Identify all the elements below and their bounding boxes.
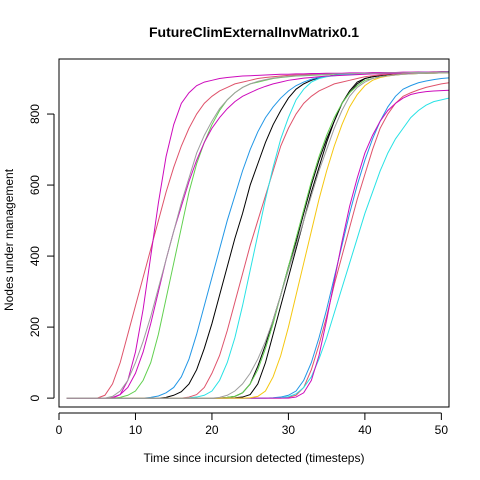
x-tick-label: 0 xyxy=(56,423,63,437)
series-layer xyxy=(66,71,450,399)
y-tick-label: 800 xyxy=(28,104,42,124)
x-tick-label: 30 xyxy=(282,423,296,437)
plot-frame xyxy=(58,58,450,408)
x-tick-label: 10 xyxy=(129,423,143,437)
y-tick-label: 0 xyxy=(28,394,42,401)
series-line-15 xyxy=(66,71,449,399)
y-tick-label: 600 xyxy=(28,175,42,195)
series-line-17 xyxy=(66,71,449,399)
x-tick-label: 20 xyxy=(205,423,219,437)
y-axis-label: Nodes under management xyxy=(2,168,16,311)
x-axis-label: Time since incursion detected (timesteps… xyxy=(144,451,365,465)
series-line-12 xyxy=(66,97,450,399)
x-tick-label: 50 xyxy=(435,423,449,437)
x-tick-label: 40 xyxy=(358,423,372,437)
y-tick-label: 200 xyxy=(28,317,42,337)
y-tick-label: 400 xyxy=(28,246,42,266)
series-line-18 xyxy=(66,72,449,399)
series-line-14 xyxy=(66,89,450,399)
x-axis: 0 10 20 30 40 50 xyxy=(56,412,449,437)
series-line-5 xyxy=(66,82,450,399)
y-axis: 0 200 400 600 800 xyxy=(28,104,55,401)
chart-title: FutureClimExternalInvMatrix0.1 xyxy=(149,24,359,40)
